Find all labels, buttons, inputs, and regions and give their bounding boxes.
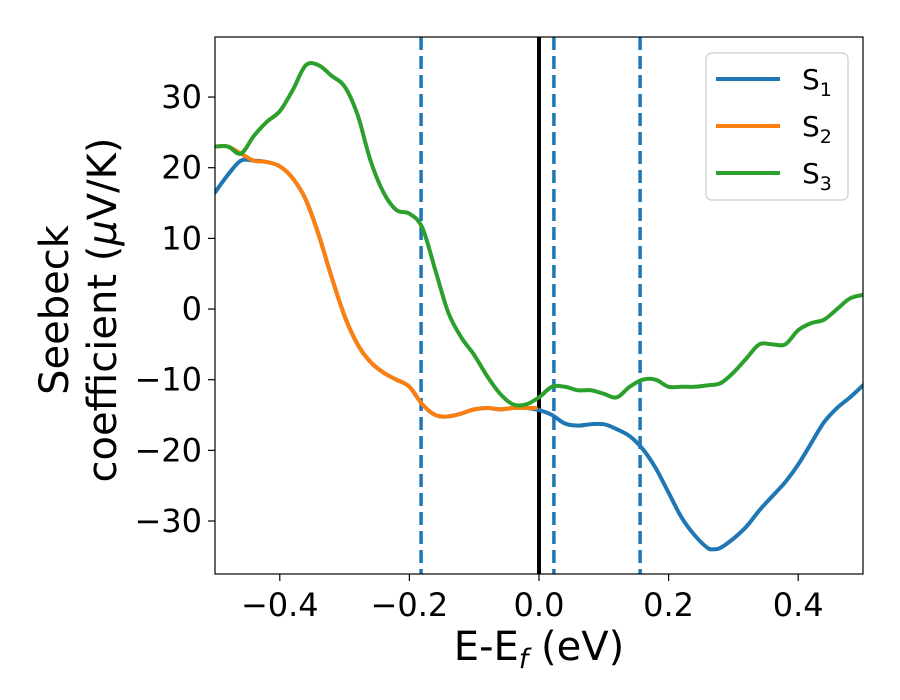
x-tick-label: −0.2 — [371, 586, 449, 624]
x-tick-label: 0.2 — [643, 586, 694, 624]
x-tick-label: −0.4 — [241, 586, 319, 624]
legend-label-s1: S1 — [802, 63, 832, 101]
series-lines — [215, 60, 863, 552]
legend-label-s2: S2 — [802, 110, 832, 148]
legend-label-s3: S3 — [802, 157, 832, 195]
x-tick-label: 0.4 — [773, 586, 824, 624]
x-axis-ticks: −0.4 −0.2 0.0 0.2 0.4 — [241, 574, 824, 624]
y-tick-label: −20 — [134, 431, 202, 469]
y-axis-label-line1: Seebeck — [32, 224, 78, 395]
reference-lines — [419, 37, 642, 574]
series-line-s2 — [215, 144, 538, 419]
y-tick-label: 0 — [182, 290, 202, 328]
y-axis-label-line2: coefficient (μV/K) — [80, 138, 126, 483]
y-tick-label: 10 — [161, 219, 202, 257]
x-tick-label: 0.0 — [514, 586, 565, 624]
y-tick-label: 20 — [161, 149, 202, 187]
y-tick-label: −30 — [134, 502, 202, 540]
y-tick-label: −10 — [134, 361, 202, 399]
y-axis-ticks: −30 −20 −10 0 10 20 30 — [134, 78, 215, 540]
legend: S1 S2 S3 — [705, 52, 849, 201]
y-tick-label: 30 — [161, 78, 202, 116]
series-line-s3 — [215, 60, 863, 408]
x-axis-label: E-Ef (eV) — [454, 624, 624, 675]
